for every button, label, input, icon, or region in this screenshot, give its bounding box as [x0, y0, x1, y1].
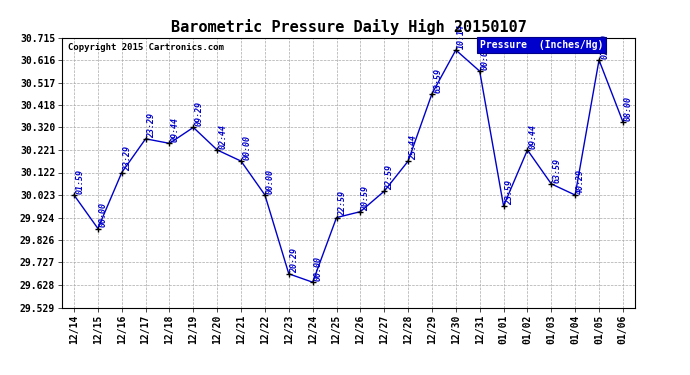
Text: 09:44: 09:44 [529, 124, 538, 149]
Text: 23:29: 23:29 [147, 112, 156, 138]
Text: 01:59: 01:59 [75, 169, 84, 194]
Text: 63:59: 63:59 [553, 158, 562, 183]
Text: 00:00: 00:00 [314, 256, 323, 281]
Text: 08:00: 08:00 [624, 96, 633, 121]
Text: 00:00: 00:00 [99, 202, 108, 227]
Text: Copyright 2015 Cartronics.com: Copyright 2015 Cartronics.com [68, 43, 224, 52]
Text: 09:44: 09:44 [170, 117, 179, 142]
Text: 10:14: 10:14 [457, 24, 466, 49]
Text: 25:44: 25:44 [409, 135, 418, 160]
Text: 23:29: 23:29 [123, 146, 132, 171]
Text: 00:00: 00:00 [266, 169, 275, 194]
Text: 00:00: 00:00 [242, 135, 251, 160]
Text: 22:59: 22:59 [386, 165, 395, 190]
Text: 22:59: 22:59 [337, 192, 346, 216]
Text: 20:59: 20:59 [362, 186, 371, 210]
Text: 20:29: 20:29 [290, 248, 299, 273]
Text: Pressure  (Inches/Hg): Pressure (Inches/Hg) [480, 40, 604, 50]
Text: 00:00: 00:00 [481, 45, 490, 70]
Text: 02:44: 02:44 [219, 124, 228, 149]
Text: 63:59: 63:59 [433, 68, 442, 93]
Text: 23:59: 23:59 [505, 180, 514, 205]
Text: 09:29: 09:29 [195, 101, 204, 126]
Text: 07:59: 07:59 [600, 34, 609, 59]
Title: Barometric Pressure Daily High 20150107: Barometric Pressure Daily High 20150107 [170, 19, 526, 35]
Text: 40:29: 40:29 [576, 169, 585, 194]
